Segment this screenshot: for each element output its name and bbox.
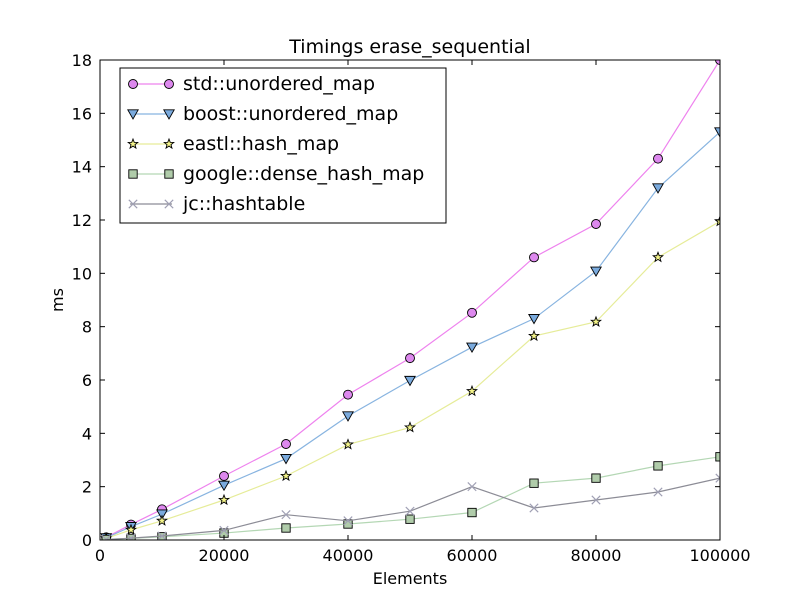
y-axis-label: ms	[48, 288, 67, 312]
data-point	[653, 487, 663, 497]
legend-marker	[127, 137, 139, 150]
data-point	[281, 439, 291, 449]
legend-marker	[164, 199, 174, 209]
x-tick-label: 20000	[199, 546, 250, 565]
legend-label: std::unordered_map	[183, 73, 375, 95]
data-point	[343, 516, 353, 526]
data-point	[528, 329, 540, 342]
y-tick-label: 10	[72, 264, 92, 283]
legend-entry: eastl::hash_map	[127, 133, 339, 155]
data-point	[715, 473, 720, 483]
data-point	[343, 519, 353, 529]
y-tick-label: 6	[82, 371, 92, 390]
data-point	[101, 534, 111, 540]
x-axis-label: Elements	[373, 569, 448, 588]
data-point	[405, 506, 415, 516]
x-tick-label: 0	[95, 546, 105, 565]
data-point	[529, 478, 539, 488]
legend-label: eastl::hash_map	[183, 133, 339, 155]
legend-label: google::dense_hash_map	[183, 163, 424, 185]
legend-marker	[127, 109, 139, 120]
series-line	[105, 60, 720, 538]
data-point	[343, 389, 353, 400]
legend: std::unordered_mapboost::unordered_mapea…	[119, 67, 447, 224]
data-point	[156, 514, 168, 526]
data-point	[405, 353, 415, 364]
legend-marker	[164, 79, 174, 89]
data-point	[125, 523, 137, 535]
legend-marker	[128, 169, 138, 179]
legend-marker	[163, 109, 175, 120]
legend-entry: boost::unordered_map	[127, 103, 398, 125]
data-point	[591, 473, 601, 483]
legend-label: boost::unordered_map	[183, 103, 398, 125]
y-tick-label: 12	[72, 211, 92, 230]
data-point	[126, 533, 136, 540]
x-tick-label: 40000	[323, 546, 374, 565]
series-layer	[100, 60, 720, 540]
y-tick-label: 8	[82, 318, 92, 337]
y-tick-label: 2	[82, 478, 92, 497]
data-point	[342, 438, 354, 450]
y-tick-label: 18	[72, 51, 92, 70]
series-line	[106, 477, 720, 540]
legend-label: jc::hashtable	[182, 193, 305, 215]
series-line	[106, 220, 720, 539]
data-point	[529, 252, 539, 263]
data-point	[342, 411, 354, 422]
legend-marker	[164, 169, 174, 179]
data-point	[467, 307, 477, 318]
legend-box	[119, 67, 447, 224]
legend-entry: google::dense_hash_map	[128, 163, 424, 185]
data-point	[529, 503, 539, 513]
legend-marker	[163, 137, 175, 150]
plot-area: 0 20000 40000 60000 80000 100000 0 2 4 6 8 10 12 14 16…	[72, 51, 751, 565]
x-tick-label: 80000	[571, 546, 622, 565]
data-point	[528, 314, 540, 325]
data-point	[590, 266, 602, 278]
legend-marker	[128, 79, 138, 89]
series-line	[105, 131, 720, 539]
legend-entry: std::unordered_map	[128, 73, 375, 95]
data-point	[652, 183, 664, 194]
data-point	[652, 251, 664, 263]
data-point	[218, 493, 230, 506]
data-point	[467, 507, 477, 518]
chart-title: Timings erase_sequential	[288, 36, 530, 58]
data-point	[219, 525, 229, 536]
data-point	[218, 480, 230, 492]
x-tick-label: 60000	[447, 546, 498, 565]
data-point	[590, 315, 602, 327]
data-point	[281, 523, 291, 533]
data-point	[280, 454, 292, 465]
axes-frame	[99, 59, 721, 541]
data-point	[467, 482, 477, 492]
data-point	[404, 421, 416, 433]
data-point	[466, 384, 478, 397]
x-tick-label: 100000	[689, 546, 750, 565]
data-point	[715, 60, 720, 65]
data-point	[157, 531, 167, 540]
data-point	[280, 469, 292, 482]
legend-entry: jc::hashtable	[128, 193, 305, 215]
data-point	[653, 461, 663, 471]
data-point	[219, 471, 229, 481]
y-tick-label: 0	[82, 531, 92, 550]
data-point	[281, 510, 291, 520]
data-point	[714, 127, 720, 138]
y-tick-label: 16	[72, 104, 92, 123]
data-point	[591, 495, 601, 505]
data-point	[653, 153, 663, 164]
data-point	[404, 375, 416, 387]
series-4	[101, 473, 720, 540]
data-point	[466, 342, 478, 354]
series-line	[106, 456, 720, 540]
data-point	[591, 219, 601, 229]
y-tick-label: 4	[82, 424, 92, 443]
data-point	[405, 514, 415, 524]
y-tick-label: 14	[72, 158, 92, 177]
legend-marker	[128, 199, 138, 209]
